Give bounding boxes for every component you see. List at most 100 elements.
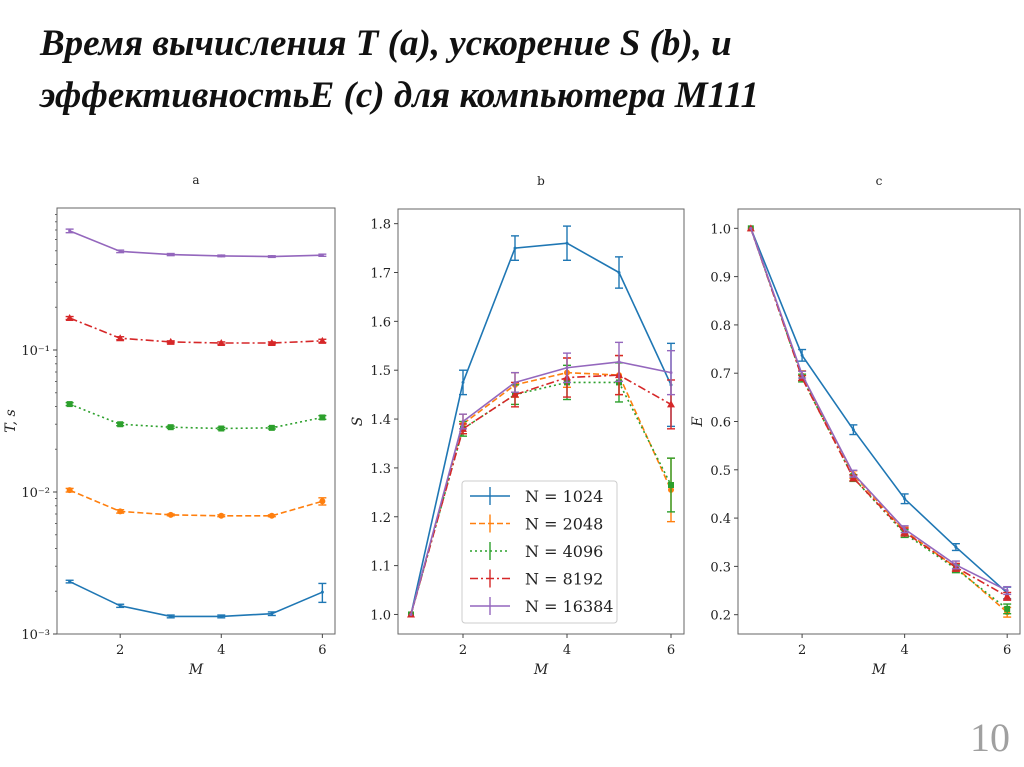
y-tick-label: 10⁻¹ xyxy=(21,344,50,359)
data-point xyxy=(218,512,225,519)
plot-frame xyxy=(397,208,685,635)
data-point xyxy=(218,425,225,432)
series-line xyxy=(410,361,672,615)
data-point xyxy=(749,226,753,230)
data-point xyxy=(66,401,73,408)
data-point xyxy=(320,590,324,594)
series-line xyxy=(410,242,672,615)
page-number: 10 xyxy=(970,715,1010,760)
legend-item: N = 1024 xyxy=(470,487,603,506)
series-8192 xyxy=(746,224,1012,601)
y-tick-label: 1.7 xyxy=(370,267,391,282)
data-point xyxy=(320,253,324,257)
series-line xyxy=(69,489,323,517)
legend-label: N = 2048 xyxy=(525,515,603,534)
legend-label: N = 8192 xyxy=(525,570,603,589)
x-tick-label: 2 xyxy=(798,643,806,658)
data-point xyxy=(318,336,327,344)
data-point xyxy=(66,487,73,494)
data-point xyxy=(1004,605,1011,612)
series-1024 xyxy=(65,579,327,619)
data-point xyxy=(617,360,621,364)
x-tick-label: 4 xyxy=(217,643,225,658)
data-point xyxy=(617,271,621,275)
data-point xyxy=(319,414,326,421)
x-tick-label: 6 xyxy=(318,643,326,658)
y-tick-label: 1.4 xyxy=(370,413,391,428)
data-point xyxy=(461,420,465,423)
data-point xyxy=(116,334,125,342)
y-tick-label: 1.2 xyxy=(370,511,391,526)
series-16384 xyxy=(65,228,327,259)
series-line xyxy=(750,228,1008,598)
data-point xyxy=(513,380,517,384)
legend-label: N = 16384 xyxy=(525,597,613,616)
panel-b: b 2 4 6 M 1.0 1.1 1.2 1.3 1.4 1.5 1.6 1.7 1.8 S N = 102… xyxy=(350,174,685,678)
series-line xyxy=(410,374,672,615)
y-tick-label: 1.1 xyxy=(370,560,391,575)
legend-item: N = 8192 xyxy=(470,569,603,589)
data-point xyxy=(117,421,124,428)
x-tick-label: 6 xyxy=(667,643,675,658)
y-axis-label: S xyxy=(350,417,366,427)
y-tick-label: 0.2 xyxy=(710,609,731,624)
series-8192 xyxy=(65,314,327,347)
series-4096 xyxy=(65,401,327,432)
data-point xyxy=(851,428,855,432)
data-point xyxy=(461,380,465,384)
x-tick-label: 4 xyxy=(900,643,908,658)
x-tick-label: 2 xyxy=(459,643,467,658)
legend-item: N = 16384 xyxy=(470,597,613,616)
data-point xyxy=(118,604,122,608)
x-axis-label: M xyxy=(871,662,887,678)
data-point xyxy=(409,612,413,616)
data-point xyxy=(169,253,173,257)
series-line xyxy=(750,228,1008,613)
series-line xyxy=(69,317,323,344)
data-point xyxy=(219,254,223,258)
data-point xyxy=(851,472,855,476)
data-point xyxy=(668,482,674,489)
data-point xyxy=(267,339,276,347)
y-tick-label: 1.8 xyxy=(370,218,391,233)
y-tick-label: 1.0 xyxy=(710,222,731,237)
slide-title: Время вычисления T (a), ускорение S (b),… xyxy=(40,18,759,122)
plot-frame xyxy=(56,207,336,635)
series-16384 xyxy=(749,226,1012,596)
data-point xyxy=(954,545,958,549)
panel-title: b xyxy=(537,174,545,188)
data-point xyxy=(166,337,175,345)
data-point xyxy=(565,366,569,370)
legend-item: N = 4096 xyxy=(470,542,603,561)
data-point xyxy=(268,424,275,431)
series-line xyxy=(69,230,323,258)
legend-item: N = 2048 xyxy=(470,514,603,534)
data-point xyxy=(117,508,124,515)
series-line xyxy=(750,228,1008,594)
y-tick-label: 0.4 xyxy=(710,512,731,527)
panel-title: c xyxy=(876,174,883,188)
legend-box xyxy=(461,480,618,624)
y-axis-label: T, s xyxy=(3,409,19,432)
data-point xyxy=(954,563,958,567)
y-tick-label: 1.0 xyxy=(370,608,391,623)
data-point xyxy=(68,229,72,233)
series-1024 xyxy=(749,226,1012,600)
data-point xyxy=(513,246,517,250)
x-tick-label: 6 xyxy=(1003,643,1011,658)
y-tick-label: 10⁻² xyxy=(21,486,50,501)
slide-title-line-2: эффективностьE (c) для компьютера M111 xyxy=(40,75,760,116)
data-point xyxy=(1005,589,1009,593)
y-tick-label: 0.5 xyxy=(710,464,731,479)
panel-c: c 2 4 6 M 0.2 0.3 0.4 0.5 0.6 0.7 0.8 0.9 1.0 E xyxy=(690,174,1021,678)
series-line xyxy=(750,228,1008,592)
data-point xyxy=(167,511,174,518)
y-tick-label: 10⁻³ xyxy=(21,628,50,643)
y-tick-label: 0.7 xyxy=(710,367,731,382)
series-4096 xyxy=(747,225,1012,615)
x-axis-label: M xyxy=(533,662,549,678)
y-tick-label: 0.9 xyxy=(710,271,731,286)
x-axis-label: M xyxy=(188,662,204,678)
slide-title-line-1: Время вычисления T (a), ускорение S (b),… xyxy=(40,23,732,64)
data-point xyxy=(800,373,804,377)
